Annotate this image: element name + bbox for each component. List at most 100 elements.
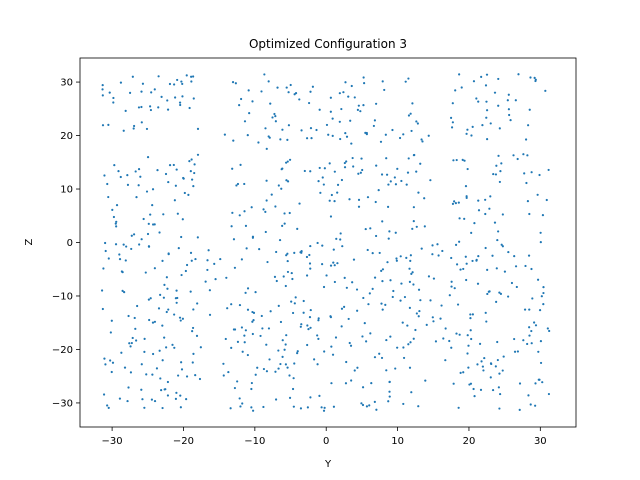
data-point [137, 168, 141, 171]
data-point [294, 296, 297, 299]
data-point [539, 361, 543, 365]
data-point [508, 113, 511, 117]
data-point [407, 343, 410, 346]
data-point [501, 369, 504, 372]
data-point [146, 232, 150, 236]
data-point [518, 408, 521, 412]
data-point [264, 210, 267, 213]
data-point [484, 84, 488, 87]
data-point [364, 227, 367, 231]
data-point [466, 167, 469, 171]
data-point [366, 248, 369, 252]
data-point [516, 157, 519, 161]
y-tick-label: −10 [52, 291, 73, 302]
data-point [285, 86, 288, 89]
data-point [291, 387, 295, 391]
data-point [498, 291, 501, 294]
data-point [331, 134, 334, 137]
data-point [539, 241, 542, 244]
data-point [496, 358, 499, 362]
data-point [188, 160, 191, 163]
data-point [514, 265, 518, 268]
data-point [493, 221, 497, 224]
data-point [343, 305, 346, 308]
data-point [338, 92, 341, 95]
data-point [283, 212, 286, 215]
data-point [292, 405, 295, 408]
data-point [310, 137, 313, 140]
data-point [106, 182, 109, 186]
data-point [356, 309, 359, 312]
data-point [408, 366, 412, 369]
data-point [329, 315, 332, 318]
data-point [150, 91, 153, 94]
data-point [484, 198, 487, 201]
data-point [427, 134, 430, 137]
data-point [158, 231, 161, 234]
data-point [159, 377, 162, 380]
data-point [266, 260, 269, 264]
data-point [265, 370, 269, 373]
data-point [488, 207, 491, 210]
data-point [102, 267, 105, 270]
data-point [538, 173, 541, 177]
data-point [546, 327, 549, 330]
data-point [529, 76, 532, 79]
data-point [288, 374, 291, 377]
data-point [472, 80, 476, 83]
data-point [278, 238, 282, 242]
data-point [453, 287, 456, 290]
data-point [476, 282, 480, 285]
data-point [345, 160, 348, 163]
data-point [127, 386, 130, 389]
data-point [412, 220, 415, 223]
data-point [388, 380, 391, 383]
data-point [507, 250, 510, 254]
data-point [194, 257, 197, 261]
data-point [527, 254, 531, 257]
data-point [491, 254, 494, 257]
data-point [340, 307, 344, 310]
data-point [434, 340, 438, 343]
data-point [118, 397, 122, 400]
data-point [448, 339, 451, 343]
data-point [138, 243, 141, 246]
data-point [174, 397, 178, 400]
data-point [477, 100, 480, 103]
data-point [495, 164, 498, 167]
data-point [539, 339, 543, 343]
data-point [378, 251, 381, 255]
data-point [143, 350, 146, 353]
data-point [524, 138, 528, 141]
data-point [411, 227, 414, 230]
data-point [370, 382, 373, 385]
data-point [165, 346, 168, 349]
data-point [128, 342, 131, 345]
data-point [288, 396, 292, 399]
data-point [345, 135, 349, 138]
data-point [313, 358, 316, 361]
data-point [300, 250, 303, 253]
data-point [451, 102, 454, 105]
data-point [481, 124, 484, 127]
data-point [541, 381, 544, 384]
data-point [368, 292, 371, 295]
data-point [262, 405, 265, 409]
data-point [502, 355, 505, 358]
data-point [547, 392, 551, 396]
data-point [455, 332, 458, 335]
data-point [386, 205, 390, 208]
data-point [104, 241, 107, 245]
data-point [156, 168, 159, 172]
y-tick-label: −30 [52, 398, 73, 409]
data-point [530, 171, 533, 174]
data-point [336, 191, 339, 194]
data-point [114, 243, 118, 246]
data-point [377, 189, 380, 192]
data-point [315, 128, 318, 132]
data-point [157, 307, 161, 310]
data-point [548, 329, 551, 333]
data-point [396, 167, 399, 170]
data-point [103, 357, 106, 360]
